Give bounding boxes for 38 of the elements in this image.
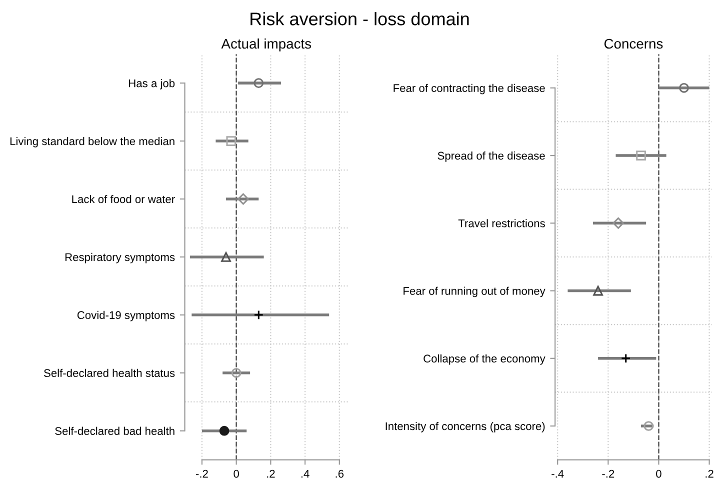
chart-title: Concerns [604, 38, 663, 49]
y-tick-label: Intensity of concerns (pca score) [386, 422, 545, 432]
point [219, 426, 230, 436]
text: Risk aversion - loss domain [250, 12, 469, 26]
point [636, 150, 646, 160]
point [226, 136, 236, 146]
x-tick-label: 0 [656, 470, 662, 478]
x-tick-label: -.2 [602, 470, 614, 478]
y-tick-label: Collapse of the economy [424, 354, 546, 365]
x-tick-label: -.4 [552, 470, 564, 478]
x-tick-label: .6 [336, 470, 344, 478]
y-tick-label: Has a job [129, 79, 175, 90]
y-tick-label: Self-declared health status [44, 368, 175, 378]
point [254, 78, 264, 88]
x-tick-label: -.2 [196, 470, 208, 478]
point [221, 252, 231, 262]
point [679, 82, 689, 93]
point [254, 310, 264, 320]
y-tick-label: Travel restrictions [458, 219, 545, 228]
y-tick-label: Fear of running out of money [404, 286, 546, 298]
point [593, 286, 603, 296]
x-tick-label: .2 [267, 470, 275, 478]
chart-title: Actual impacts [221, 38, 312, 52]
x-tick-label: .4 [301, 470, 310, 478]
point [238, 193, 249, 205]
y-tick-label: Lack of food or water [72, 194, 175, 204]
x-tick-label: 0 [234, 470, 239, 478]
y-tick-label: Self-declared bad health [55, 426, 174, 435]
y-tick-label: Covid-19 symptoms [77, 310, 175, 322]
point [231, 368, 242, 378]
y-tick-label: Respiratory symptoms [65, 252, 175, 264]
point [620, 353, 631, 364]
y-tick-label: Fear of contracting the disease [394, 84, 545, 94]
x-tick-label: .2 [706, 470, 714, 478]
y-tick-label: Living standard below the median [10, 137, 174, 148]
point [644, 421, 654, 431]
point [612, 217, 624, 229]
y-tick-label: Spread of the disease [438, 152, 545, 162]
